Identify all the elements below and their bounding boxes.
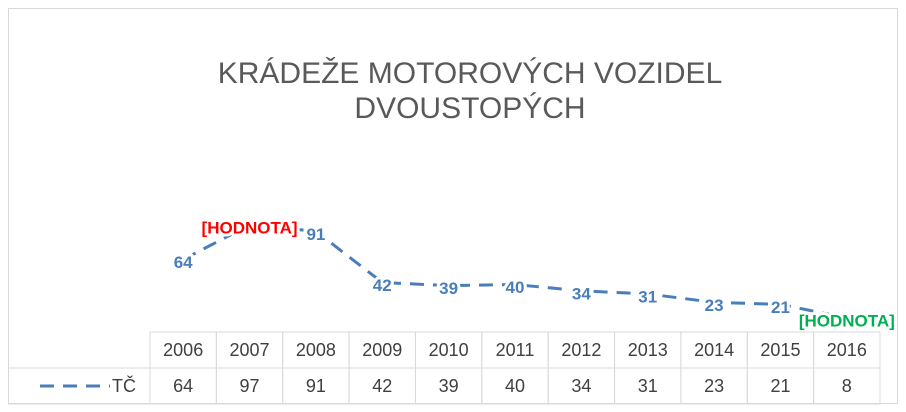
table-header: 2013 (628, 340, 668, 360)
table-header: 2016 (827, 340, 867, 360)
data-label: 34 (572, 284, 591, 303)
table-value: 42 (372, 376, 392, 396)
table-value: 91 (306, 376, 326, 396)
table-header: 2008 (296, 340, 336, 360)
data-label: 31 (638, 287, 657, 306)
table-value: 23 (704, 376, 724, 396)
table-value: 21 (770, 376, 790, 396)
data-label: 64 (174, 253, 193, 272)
data-label: 42 (373, 276, 392, 295)
table-value: 64 (173, 376, 193, 396)
data-label: 91 (306, 225, 325, 244)
data-label: 39 (439, 279, 458, 298)
chart-title: KRÁDEŽE MOTOROVÝCH VOZIDEL (218, 57, 723, 90)
data-label: [HODNOTA] (202, 218, 298, 237)
table-header: 2014 (694, 340, 734, 360)
table-value: 39 (439, 376, 459, 396)
table-header: 2010 (429, 340, 469, 360)
chart-border (8, 8, 898, 404)
table-header: 2009 (362, 340, 402, 360)
table-header: 2007 (230, 340, 270, 360)
table-value: 97 (240, 376, 260, 396)
data-label: 23 (705, 296, 724, 315)
table-header: 2012 (561, 340, 601, 360)
chart-title: DVOUSTOPÝCH (354, 92, 585, 125)
table-value: 34 (571, 376, 591, 396)
data-label: 40 (506, 278, 525, 297)
table-value: 8 (842, 376, 852, 396)
table-header: 2015 (760, 340, 800, 360)
table-cell (813, 367, 881, 405)
legend-label: TČ (112, 375, 136, 396)
data-label: 21 (771, 298, 790, 317)
table-value: 40 (505, 376, 525, 396)
data-line (182, 223, 848, 320)
table-header: 2011 (496, 340, 535, 360)
data-label: [HODNOTA] (799, 311, 895, 330)
table-header: 2006 (163, 340, 203, 360)
table-value: 31 (638, 376, 658, 396)
